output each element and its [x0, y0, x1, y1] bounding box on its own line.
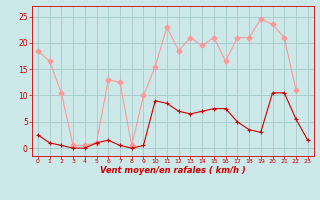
X-axis label: Vent moyen/en rafales ( km/h ): Vent moyen/en rafales ( km/h ) [100, 166, 246, 175]
